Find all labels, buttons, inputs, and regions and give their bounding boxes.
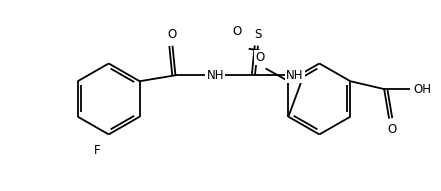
Text: O: O xyxy=(232,25,241,38)
Text: O: O xyxy=(255,51,264,64)
Text: O: O xyxy=(388,123,397,136)
Text: NH: NH xyxy=(206,69,224,82)
Text: NH: NH xyxy=(286,69,303,82)
Text: OH: OH xyxy=(413,83,431,96)
Text: F: F xyxy=(94,144,101,157)
Text: S: S xyxy=(254,28,262,41)
Text: O: O xyxy=(168,28,177,41)
